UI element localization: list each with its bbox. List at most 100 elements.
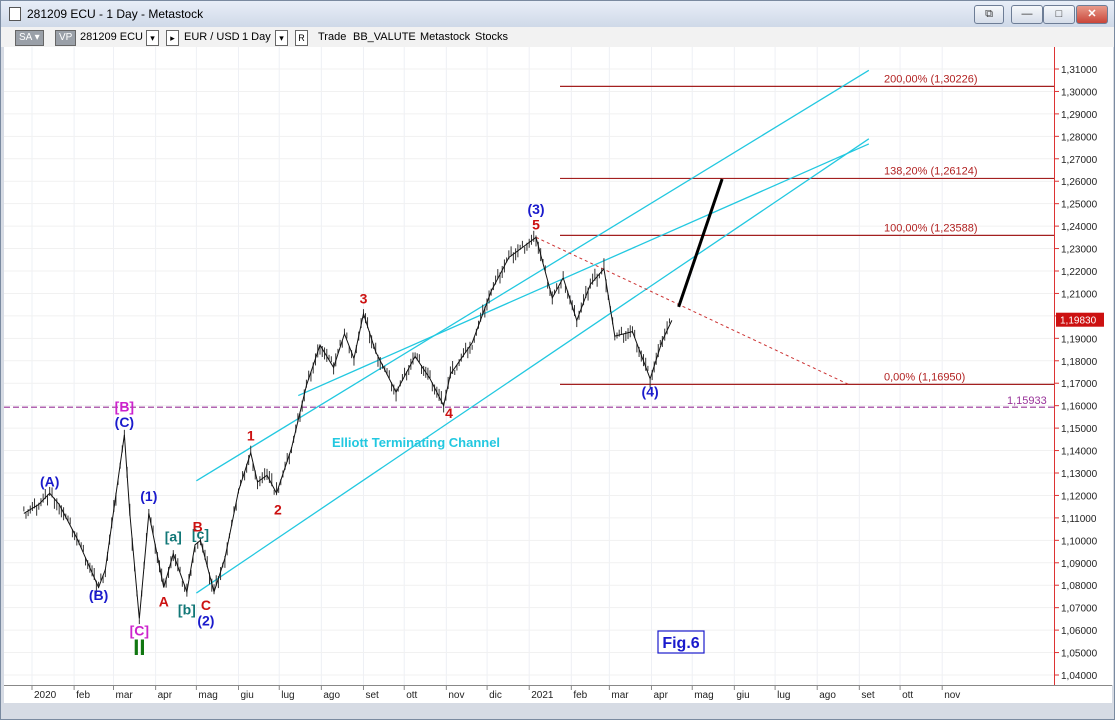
vp-button[interactable]: VP bbox=[55, 30, 77, 46]
fib-level-label: 0,00% (1,16950) bbox=[884, 371, 965, 383]
wave-label: [C] bbox=[130, 623, 149, 639]
chart-canvas[interactable]: 1,15933 200,00% (1,30226) 138,20% (1,26124… bbox=[4, 45, 1101, 685]
price-tick-label: 1,13000 bbox=[1061, 469, 1098, 480]
price-tick-label: 1,24000 bbox=[1061, 222, 1098, 233]
price-tick-label: 1,11000 bbox=[1061, 514, 1097, 525]
wave-label: C bbox=[201, 597, 211, 613]
time-tick-label: nov bbox=[448, 690, 464, 701]
sa-button[interactable]: SA ▾ bbox=[15, 30, 44, 46]
wave-label: (4) bbox=[642, 384, 659, 400]
source-label[interactable]: Metastock bbox=[420, 31, 471, 43]
symbol-label: 281209 ECU bbox=[80, 31, 143, 43]
wave-label: 3 bbox=[360, 291, 368, 307]
wave-label: [a] bbox=[165, 528, 182, 544]
price-axis-canvas: 1,31000 1,30000 1,29000 1,28000 1,27000 1,260… bbox=[1055, 65, 1104, 682]
price-tick-label: 1,12000 bbox=[1061, 491, 1098, 502]
price-tick-label: 1,07000 bbox=[1061, 604, 1098, 615]
last-price-tag bbox=[1056, 312, 1104, 327]
price-tick-label: 1,18000 bbox=[1061, 357, 1098, 368]
indicator-label[interactable]: BB_VALUTE bbox=[353, 31, 416, 43]
time-tick-label: mar bbox=[611, 690, 629, 701]
price-tick-label: 1,25000 bbox=[1061, 200, 1098, 211]
channel-line bbox=[196, 69, 870, 482]
time-tick-label: 2021 bbox=[531, 690, 554, 701]
price-tick-label: 1,06000 bbox=[1061, 626, 1098, 637]
price-axis[interactable]: 1,31000 1,30000 1,29000 1,28000 1,27000 1,260… bbox=[1054, 47, 1113, 685]
wave-label: [B] bbox=[115, 398, 134, 414]
wave-label: A bbox=[159, 594, 169, 610]
last-price-label: 1,19830 bbox=[1060, 316, 1097, 327]
instrument-menu-icon[interactable]: ▸ bbox=[166, 30, 179, 46]
price-line bbox=[23, 236, 673, 619]
wave-label: [b] bbox=[178, 601, 196, 617]
chart-toolbar: SA ▾ VP 281209 ECU ▾ ▸ EUR / USD 1 Day ▾… bbox=[1, 27, 1114, 47]
price-tick-label: 1,08000 bbox=[1061, 581, 1098, 592]
time-tick-label: mag bbox=[694, 690, 713, 701]
period-dropdown-icon[interactable]: ▾ bbox=[275, 30, 288, 46]
wave-label: (C) bbox=[115, 414, 134, 430]
price-tick-label: 1,28000 bbox=[1061, 132, 1098, 143]
wave-label: (B) bbox=[89, 587, 108, 603]
time-tick-label: ago bbox=[323, 690, 340, 701]
trade-button[interactable]: Trade bbox=[318, 31, 347, 43]
price-tick-label: 1,26000 bbox=[1061, 177, 1098, 188]
fib-level-label: 200,00% (1,30226) bbox=[884, 73, 978, 85]
time-tick-label: ott bbox=[406, 690, 417, 701]
minimize-button[interactable]: — bbox=[1011, 5, 1043, 24]
time-axis[interactable]: 2020 feb mar apr mag giu lug ago set ott nov dic 202… bbox=[4, 685, 1112, 704]
reset-icon[interactable]: R bbox=[295, 30, 308, 46]
price-chart[interactable]: 1,15933 200,00% (1,30226) 138,20% (1,26124… bbox=[4, 45, 1101, 685]
close-button[interactable]: ✕ bbox=[1076, 5, 1108, 24]
time-tick-label: set bbox=[365, 690, 379, 701]
price-tick-label: 1,04000 bbox=[1061, 671, 1098, 682]
time-tick-label: feb bbox=[573, 690, 587, 701]
price-tick-label: 1,21000 bbox=[1061, 289, 1098, 300]
time-tick-label: ago bbox=[819, 690, 836, 701]
fib-level-label: 138,20% (1,26124) bbox=[884, 165, 978, 177]
time-tick-label: nov bbox=[944, 690, 960, 701]
time-tick-label: lug bbox=[281, 690, 294, 701]
symbol-dropdown-icon[interactable]: ▾ bbox=[146, 30, 159, 46]
channel-line bbox=[196, 138, 870, 594]
price-tick-label: 1,14000 bbox=[1061, 447, 1098, 458]
wave-label: (3) bbox=[527, 201, 544, 217]
projection-line bbox=[677, 178, 724, 308]
wave-label: 2 bbox=[274, 502, 282, 518]
price-tick-label: 1,27000 bbox=[1061, 155, 1098, 166]
wave-label: II bbox=[133, 635, 145, 660]
price-tick-label: 1,17000 bbox=[1061, 379, 1098, 390]
price-tick-label: 1,22000 bbox=[1061, 267, 1098, 278]
price-tick-label: 1,29000 bbox=[1061, 110, 1098, 121]
window-title: 281209 ECU - 1 Day - Metastock bbox=[27, 7, 204, 21]
time-tick-label: 2020 bbox=[34, 690, 57, 701]
wave-label: [c] bbox=[192, 526, 209, 542]
maximize-button[interactable]: □ bbox=[1043, 5, 1075, 24]
time-tick-label: giu bbox=[736, 690, 749, 701]
document-icon bbox=[9, 7, 21, 21]
time-tick-label: dic bbox=[489, 690, 502, 701]
period-label: 1 Day bbox=[242, 31, 271, 43]
time-tick-label: mag bbox=[198, 690, 217, 701]
price-tick-label: 1,10000 bbox=[1061, 536, 1098, 547]
wave-label: 4 bbox=[445, 405, 453, 421]
fig-label-box bbox=[657, 630, 705, 654]
horizontal-line-label: 1,15933 bbox=[1007, 395, 1047, 407]
price-tick-label: 1,05000 bbox=[1061, 649, 1098, 660]
time-axis-canvas: 2020 feb mar apr mag giu lug ago set ott nov dic 202… bbox=[31, 686, 960, 701]
time-tick-label: feb bbox=[76, 690, 90, 701]
price-tick-label: 1,19000 bbox=[1061, 334, 1098, 345]
time-tick-label: lug bbox=[777, 690, 790, 701]
wave-label: B bbox=[193, 518, 203, 534]
instrument-label: EUR / USD bbox=[184, 31, 240, 43]
price-tick-label: 1,31000 bbox=[1061, 65, 1098, 76]
wave-label: (1) bbox=[140, 488, 157, 504]
time-tick-label: giu bbox=[240, 690, 253, 701]
wave-label: (A) bbox=[40, 473, 59, 489]
title-bar[interactable]: 281209 ECU - 1 Day - Metastock ⧉ — □ ✕ bbox=[1, 1, 1114, 27]
sa-label: SA bbox=[19, 32, 32, 43]
time-tick-label: mar bbox=[116, 690, 134, 701]
category-label[interactable]: Stocks bbox=[475, 31, 509, 43]
restore-layout-button[interactable]: ⧉ bbox=[974, 5, 1004, 24]
price-tick-label: 1,30000 bbox=[1061, 87, 1098, 98]
